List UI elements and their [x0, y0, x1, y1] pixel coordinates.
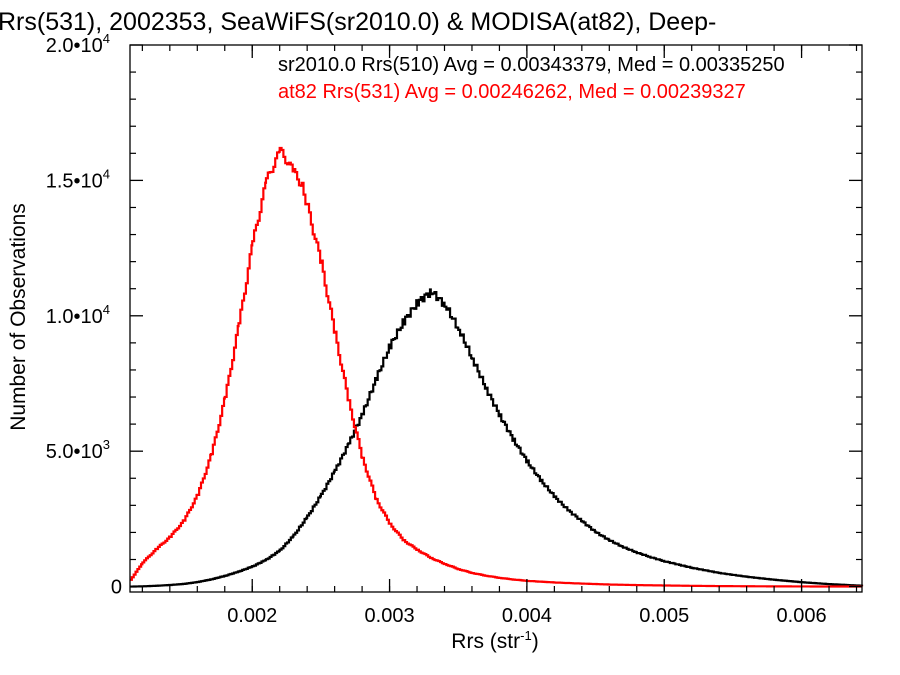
- series-line-sr2010: [130, 288, 864, 588]
- y-tick-label: 2.0•104: [46, 31, 110, 57]
- annotation-at82: at82 Rrs(531) Avg = 0.00246262, Med = 0.…: [278, 81, 746, 103]
- x-axis-label: Rrs (str-1): [451, 628, 538, 653]
- x-axis-label-sup: -1: [520, 628, 532, 643]
- annotation-sr2010: sr2010.0 Rrs(510) Avg = 0.00343379, Med …: [278, 54, 785, 76]
- y-tick-label: 0: [111, 577, 122, 599]
- ticks-layer: 0.002 0.003 0.004 0.005 0.006 0 5.0•103 1.0•104…: [46, 31, 862, 627]
- series-line-at82: [130, 146, 864, 588]
- x-tick-label: 0.006: [777, 605, 827, 627]
- y-tick-label: 5.0•103: [46, 437, 110, 463]
- x-axis-label-main: Rrs (str: [451, 630, 520, 653]
- x-tick-label: 0.004: [502, 605, 552, 627]
- x-tick-label: 0.005: [639, 605, 689, 627]
- y-tick-label: 1.0•104: [46, 302, 110, 328]
- x-tick-label: 0.003: [365, 605, 415, 627]
- series-layer: [130, 146, 864, 588]
- x-tick-label: 0.002: [227, 605, 277, 627]
- chart-title: Rrs(531), 2002353, SeaWiFS(sr2010.0) & M…: [0, 8, 716, 36]
- y-tick-label: 1.5•104: [46, 166, 110, 192]
- plot-frame: [129, 44, 863, 593]
- y-axis-label: Number of Observations: [7, 203, 30, 431]
- x-axis-label-suffix: ): [532, 630, 539, 653]
